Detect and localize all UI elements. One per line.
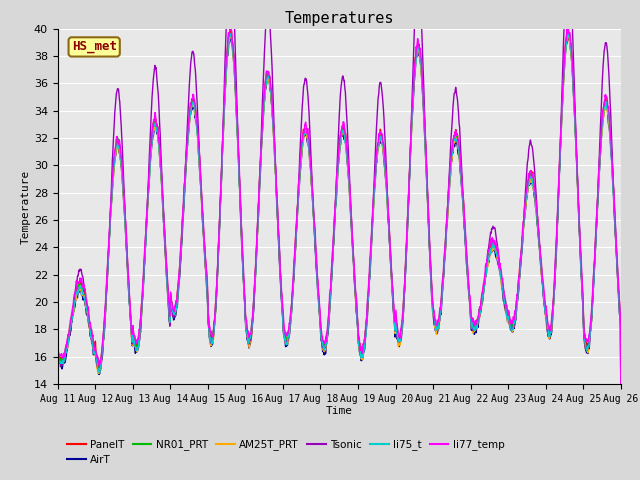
Text: HS_met: HS_met <box>72 40 116 53</box>
X-axis label: Time: Time <box>326 407 353 417</box>
Title: Temperatures: Temperatures <box>284 11 394 26</box>
Legend: PanelT, AirT, NR01_PRT, AM25T_PRT, Tsonic, li75_t, li77_temp: PanelT, AirT, NR01_PRT, AM25T_PRT, Tsoni… <box>63 435 509 469</box>
Y-axis label: Temperature: Temperature <box>21 169 31 243</box>
